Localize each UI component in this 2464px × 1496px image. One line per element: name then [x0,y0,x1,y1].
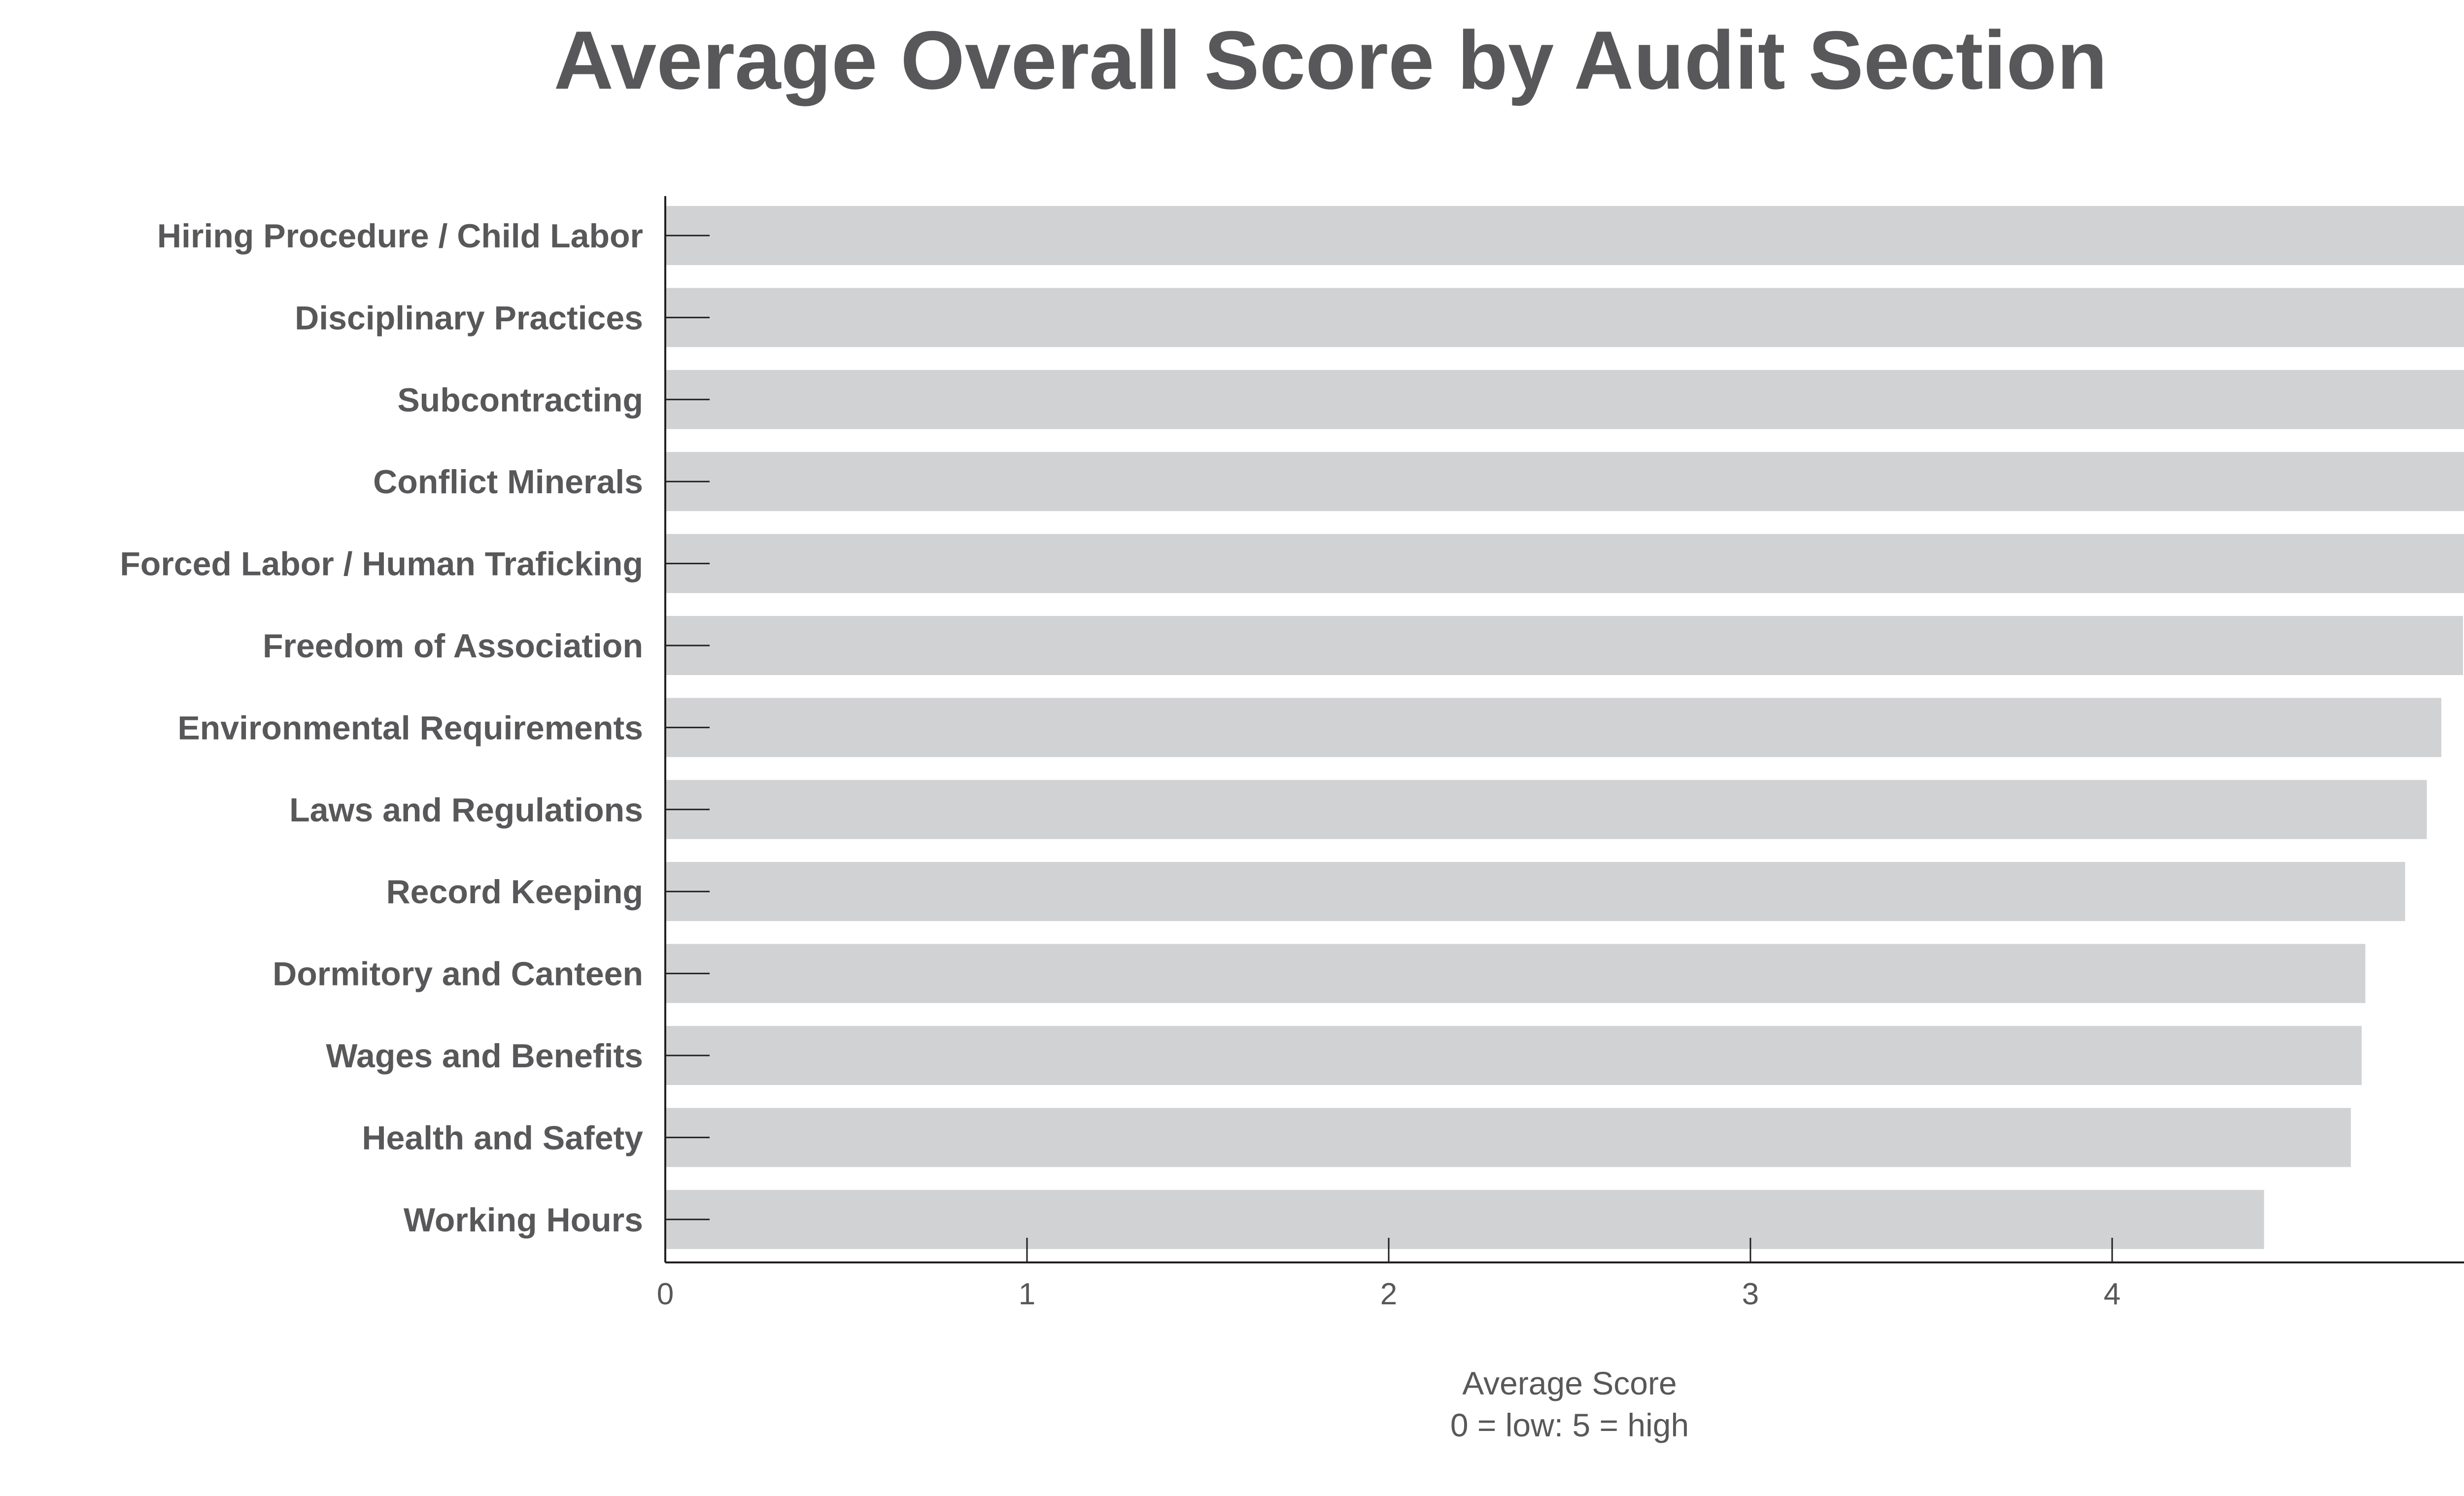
category-label: Forced Labor / Human Traficking [120,545,643,583]
x-tick-labels: 012345 [657,1277,2121,1311]
category-label: Record Keeping [386,873,643,911]
bar [665,698,2441,757]
category-label: Hiring Procedure / Child Labor [157,217,643,255]
x-axis-subtitle: 0 = low: 5 = high [1450,1407,1689,1443]
bar [665,1108,2351,1167]
bar [665,780,2427,839]
category-label: Subcontracting [397,381,643,419]
bar [665,288,2464,347]
bar [665,452,2464,511]
category-label: Working Hours [404,1201,643,1239]
category-label: Freedom of Association [263,627,643,665]
bar [665,534,2464,593]
category-label: Dormitory and Canteen [273,955,643,993]
bar [665,616,2463,675]
category-labels: Hiring Procedure / Child Labor Disciplina… [120,217,643,1239]
bar [665,862,2405,921]
chart-title: Average Overall Score by Audit Section [554,14,2108,106]
category-label: Disciplinary Practices [295,299,643,337]
bar [665,206,2464,265]
x-tick-label: 3 [1742,1277,1759,1311]
bar [665,370,2464,429]
axes [664,196,2464,1263]
bar [665,944,2365,1003]
category-label: Laws and Regulations [289,791,643,829]
category-label: Conflict Minerals [373,463,643,501]
x-tick-label: 1 [1019,1277,1035,1311]
x-axis-title: Average Score [1462,1365,1677,1401]
bar [665,1190,2264,1249]
category-label: Health and Safety [362,1119,643,1156]
x-tick-label: 0 [657,1277,674,1311]
category-label: Environmental Requirements [177,709,643,747]
bar [665,1026,2362,1085]
x-tick-label: 2 [1380,1277,1397,1311]
category-label: Wages and Benefits [326,1037,643,1075]
x-tick-label: 4 [2104,1277,2121,1311]
bars-layer [665,206,2464,1249]
